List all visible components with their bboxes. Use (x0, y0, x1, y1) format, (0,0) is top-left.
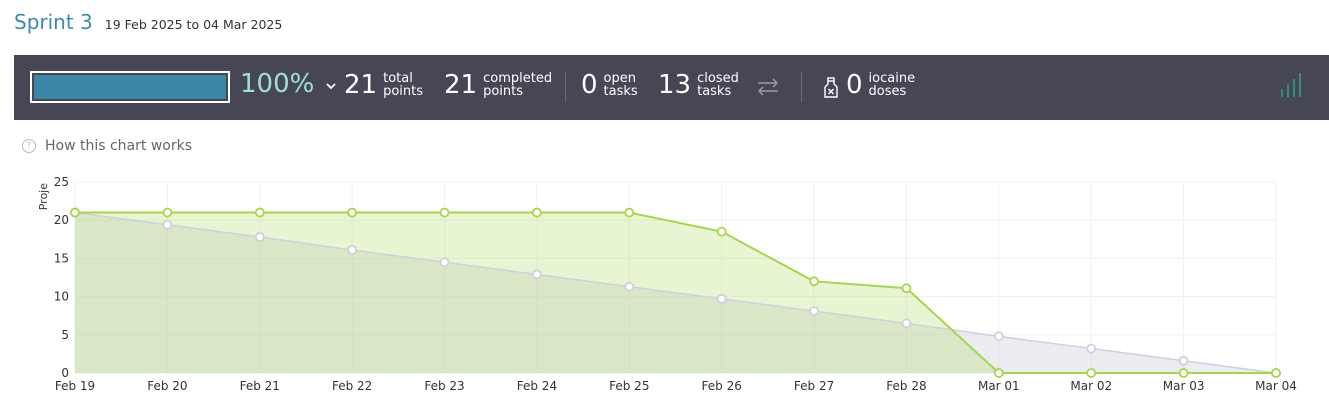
series-point (347, 207, 358, 218)
x-tick-label: Feb 21 (240, 379, 280, 393)
x-tick-label: Mar 02 (1070, 379, 1112, 393)
series-point (532, 269, 542, 280)
iocaine-stat: 0 iocaine doses (846, 70, 915, 100)
iocaine-label: iocaine doses (868, 71, 916, 99)
how-chart-works-label: How this chart works (45, 138, 193, 154)
x-tick-label: Feb 25 (609, 379, 649, 393)
series-point (1178, 355, 1189, 366)
divider (801, 72, 802, 102)
completed-points-value: 21 (444, 70, 478, 100)
swap-arrows-icon[interactable] (756, 77, 780, 97)
sprint-header: Sprint 3 19 Feb 2025 to 04 Mar 2025 (14, 10, 282, 34)
y-tick-label: 5 (61, 328, 69, 342)
x-tick-label: Feb 24 (517, 379, 557, 393)
total-points-stat: 21 total points (344, 70, 423, 100)
series-point (1271, 368, 1281, 378)
y-axis-label: Proje (37, 183, 50, 211)
x-tick-label: Feb 26 (702, 379, 742, 393)
iocaine-value: 0 (846, 70, 863, 100)
series-point (439, 257, 450, 268)
series-point (993, 331, 1004, 342)
y-tick-label: 0 (61, 366, 69, 380)
x-tick-label: Mar 04 (1255, 379, 1297, 393)
y-tick-label: 10 (54, 290, 69, 304)
series-point (254, 207, 265, 218)
series-point (624, 207, 635, 218)
divider (565, 72, 566, 102)
x-tick-label: Feb 23 (424, 379, 464, 393)
closed-tasks-stat: 13 closed tasks (658, 70, 739, 100)
open-tasks-label: open tasks (603, 71, 638, 99)
sprint-title: Sprint 3 (14, 10, 93, 34)
series-point (716, 293, 727, 304)
signal-bars-icon[interactable] (1280, 71, 1306, 99)
series-point (162, 207, 173, 218)
progress-percent: 100% (240, 69, 315, 99)
x-tick-label: Mar 03 (1163, 379, 1205, 393)
series-point (901, 283, 912, 294)
x-tick-label: Feb 27 (794, 379, 834, 393)
x-tick-label: Feb 22 (332, 379, 372, 393)
total-points-value: 21 (344, 70, 378, 100)
completed-points-label: completed points (483, 71, 553, 99)
y-tick-label: 15 (54, 251, 69, 265)
series-point (1178, 368, 1189, 378)
y-tick-label: 25 (54, 175, 69, 189)
closed-tasks-value: 13 (658, 70, 692, 100)
potion-bottle-icon (824, 77, 838, 98)
series-point (1086, 343, 1097, 354)
progress-fill (34, 75, 226, 99)
series-point (901, 318, 912, 329)
question-icon: ? (22, 139, 36, 153)
x-tick-label: Feb 20 (147, 379, 187, 393)
series-line (75, 211, 1276, 374)
sprint-summary-bar: 100% 21 total points 21 completed points 0… (14, 55, 1329, 120)
series-point (162, 219, 173, 230)
y-tick-label: 20 (54, 213, 69, 227)
progress-bar (30, 71, 230, 103)
series-point (809, 306, 819, 317)
x-tick-label: Mar 01 (978, 379, 1020, 393)
series-point (439, 207, 450, 218)
series-point (716, 226, 727, 237)
open-tasks-value: 0 (581, 70, 598, 100)
total-points-label: total points (383, 71, 424, 99)
series-point (254, 232, 265, 242)
how-chart-works-link[interactable]: ? How this chart works (22, 138, 192, 154)
series-point (347, 245, 358, 255)
x-tick-label: Feb 28 (886, 379, 926, 393)
x-tick-label: Feb 19 (55, 379, 95, 393)
series-point (809, 276, 819, 287)
series-line (74, 211, 1277, 374)
sprint-dates: 19 Feb 2025 to 04 Mar 2025 (104, 17, 283, 32)
series-point (70, 207, 80, 218)
series-point (532, 207, 542, 218)
chevron-down-icon[interactable] (324, 79, 338, 93)
open-tasks-stat: 0 open tasks (581, 70, 638, 100)
series-point (1086, 368, 1097, 378)
closed-tasks-label: closed tasks (697, 71, 739, 99)
completed-points-stat: 21 completed points (444, 70, 552, 100)
burndown-chart: 0 5 10 15 20 25 Feb 19 Feb 20 Feb 21 Feb 22 Feb 23… (37, 175, 1297, 393)
series-point (993, 368, 1004, 378)
series-point (624, 281, 635, 292)
